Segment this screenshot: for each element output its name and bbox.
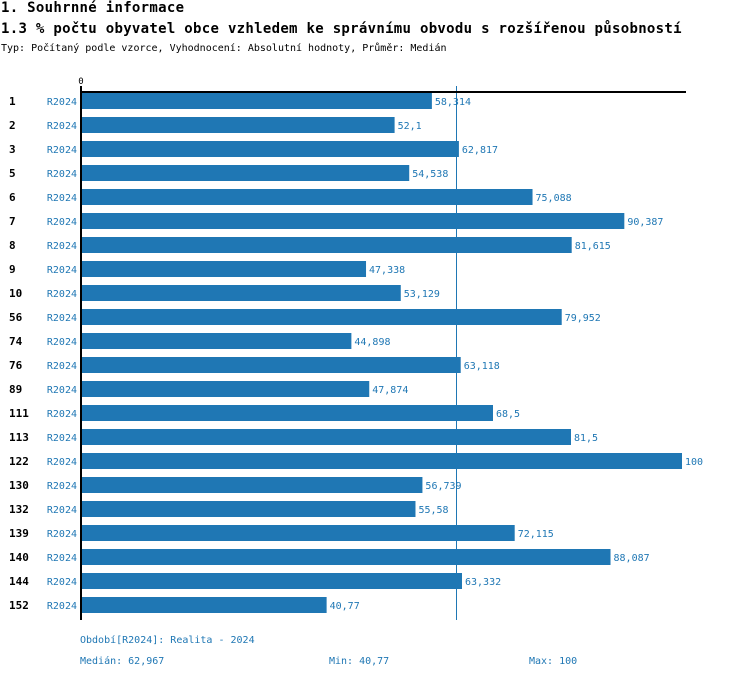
bar — [82, 573, 462, 589]
bar — [82, 405, 493, 421]
value-label: 81,5 — [574, 433, 598, 444]
category-label: 3 — [9, 143, 16, 156]
series-label: R2024 — [47, 457, 77, 468]
value-label: 54,538 — [412, 169, 448, 180]
category-label: 7 — [9, 215, 16, 228]
series-label: R2024 — [47, 361, 77, 372]
series-label: R2024 — [47, 241, 77, 252]
category-label: 9 — [9, 263, 16, 276]
series-label: R2024 — [47, 577, 77, 588]
series-label: R2024 — [47, 217, 77, 228]
bar — [82, 429, 571, 445]
value-label: 63,118 — [464, 361, 500, 372]
category-label: 8 — [9, 239, 16, 252]
category-label: 74 — [9, 335, 23, 348]
category-label: 10 — [9, 287, 22, 300]
value-label: 100 — [685, 457, 703, 468]
period-legend: Období[R2024]: Realita - 2024 — [80, 635, 255, 646]
bar — [82, 333, 352, 349]
bar — [82, 381, 370, 397]
series-label: R2024 — [47, 169, 77, 180]
series-label: R2024 — [47, 193, 77, 204]
series-label: R2024 — [47, 289, 77, 300]
chart-title: 1.3 % počtu obyvatel obce vzhledem ke sp… — [1, 21, 682, 37]
series-label: R2024 — [47, 121, 77, 132]
bar — [82, 237, 572, 253]
category-label: 111 — [9, 407, 29, 420]
series-label: R2024 — [47, 481, 77, 492]
bar — [82, 309, 562, 325]
bar — [82, 525, 515, 541]
category-label: 140 — [9, 551, 29, 564]
bar — [82, 597, 327, 613]
category-label: 5 — [9, 167, 16, 180]
series-label: R2024 — [47, 505, 77, 516]
bar — [82, 477, 423, 493]
bars-layer: 1 R2024 58,314 2 R2024 52,1 3 R2024 62,817 5 R2024… — [9, 93, 703, 613]
category-label: 113 — [9, 431, 29, 444]
value-label: 47,338 — [369, 265, 405, 276]
value-label: 62,817 — [462, 145, 498, 156]
category-label: 139 — [9, 527, 29, 540]
value-label: 72,115 — [518, 529, 554, 540]
value-label: 75,088 — [536, 193, 572, 204]
bar — [82, 93, 432, 109]
series-label: R2024 — [47, 601, 77, 612]
category-label: 89 — [9, 383, 22, 396]
series-label: R2024 — [47, 265, 77, 276]
bar — [82, 501, 416, 517]
value-label: 63,332 — [465, 577, 501, 588]
category-label: 132 — [9, 503, 29, 516]
category-label: 76 — [9, 359, 23, 372]
category-label: 1 — [9, 95, 16, 108]
bar — [82, 453, 682, 469]
value-label: 81,615 — [575, 241, 611, 252]
bar — [82, 189, 533, 205]
category-label: 152 — [9, 599, 29, 612]
bar — [82, 141, 459, 157]
min-stat: Min: 40,77 — [329, 656, 390, 667]
median-stat: Medián: 62,967 — [80, 656, 165, 667]
series-label: R2024 — [47, 433, 77, 444]
value-label: 58,314 — [435, 97, 471, 108]
value-label: 53,129 — [404, 289, 440, 300]
category-label: 130 — [9, 479, 29, 492]
bar — [82, 165, 410, 181]
bar — [82, 117, 395, 133]
series-label: R2024 — [47, 337, 77, 348]
value-label: 52,1 — [398, 121, 422, 132]
series-label: R2024 — [47, 97, 77, 108]
category-label: 56 — [9, 311, 23, 324]
section-title: 1. Souhrnné informace — [1, 0, 185, 16]
value-label: 55,58 — [418, 505, 448, 516]
category-label: 122 — [9, 455, 29, 468]
bar — [82, 549, 611, 565]
series-label: R2024 — [47, 313, 77, 324]
series-label: R2024 — [47, 145, 77, 156]
bar — [82, 357, 461, 373]
series-label: R2024 — [47, 529, 77, 540]
series-label: R2024 — [47, 553, 77, 564]
value-label: 47,874 — [372, 385, 408, 396]
value-label: 44,898 — [354, 337, 390, 348]
max-stat: Max: 100 — [529, 656, 578, 667]
category-label: 6 — [9, 191, 16, 204]
value-label: 68,5 — [496, 409, 520, 420]
value-label: 40,77 — [330, 601, 360, 612]
series-label: R2024 — [47, 409, 77, 420]
bar — [82, 213, 625, 229]
chart-subtitle: Typ: Počítaný podle vzorce, Vyhodnocení:… — [1, 43, 447, 54]
value-label: 79,952 — [565, 313, 601, 324]
value-label: 56,739 — [425, 481, 461, 492]
value-label: 88,087 — [614, 553, 650, 564]
bar — [82, 285, 401, 301]
category-label: 2 — [9, 119, 16, 132]
x-tick-label: 0 — [78, 77, 83, 87]
value-label: 90,387 — [627, 217, 663, 228]
series-label: R2024 — [47, 385, 77, 396]
bar — [82, 261, 367, 277]
category-label: 144 — [9, 575, 29, 588]
